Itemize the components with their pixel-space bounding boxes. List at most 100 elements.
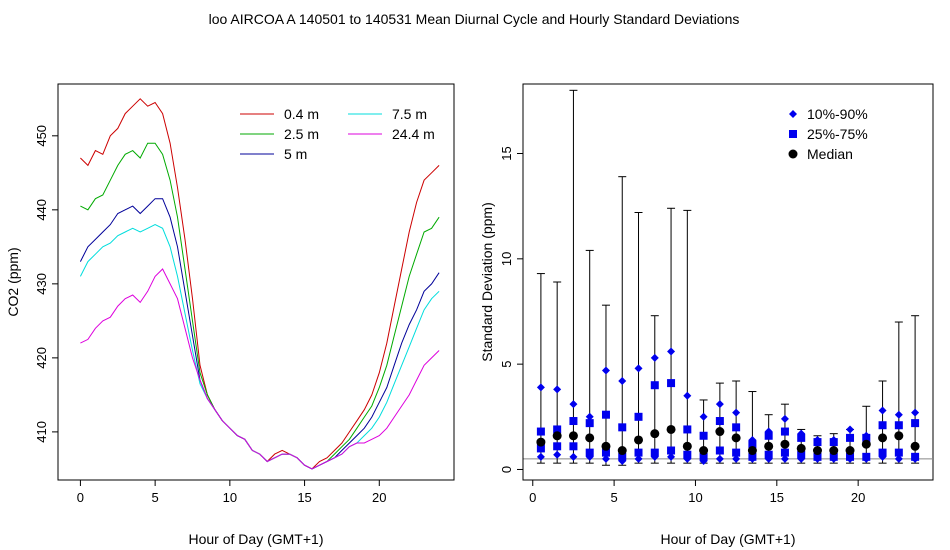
p90-point bbox=[536, 383, 545, 392]
median-point bbox=[878, 433, 888, 443]
right-x-tick-label: 10 bbox=[688, 490, 702, 505]
std-dev-panel: 0 5 10 15 20 0 5 10 15 Hour of Day (GMT+1) Stan… bbox=[479, 83, 934, 547]
co2-diurnal-panel: 0 5 10 15 20 410 420 430 440 450 Hour of Day (GM… bbox=[5, 83, 455, 547]
right-marks-group bbox=[536, 89, 920, 466]
legend-diamond-marker bbox=[789, 110, 797, 118]
p10-point bbox=[894, 454, 903, 463]
p25-point bbox=[780, 448, 789, 457]
p25-point bbox=[846, 452, 855, 461]
median-point bbox=[650, 429, 660, 439]
median-point bbox=[552, 431, 562, 441]
p75-point bbox=[715, 417, 724, 426]
p90-point bbox=[650, 353, 659, 362]
left-legend-label: 0.4 m bbox=[284, 106, 319, 122]
p75-point bbox=[536, 427, 545, 436]
p90-point bbox=[601, 366, 610, 375]
median-point bbox=[829, 446, 839, 456]
p90-point bbox=[911, 408, 920, 417]
median-point bbox=[585, 433, 595, 443]
p10-point bbox=[634, 454, 643, 463]
p25-point bbox=[715, 446, 724, 455]
median-point bbox=[682, 441, 692, 451]
left-x-tick-label: 20 bbox=[372, 490, 386, 505]
left-y-tick-label: 440 bbox=[34, 199, 49, 221]
p75-point bbox=[846, 433, 855, 442]
legend-square-marker bbox=[789, 130, 797, 138]
p75-point bbox=[764, 431, 773, 440]
left-x-axis: 0 5 10 15 20 bbox=[77, 479, 387, 505]
p90-point bbox=[585, 412, 594, 421]
p10-point bbox=[536, 452, 545, 461]
median-point bbox=[894, 431, 904, 441]
left-legend-label: 24.4 m bbox=[392, 126, 435, 142]
p25-point bbox=[829, 452, 838, 461]
median-point bbox=[715, 427, 725, 437]
p90-point bbox=[846, 425, 855, 434]
left-x-tick-label: 15 bbox=[297, 490, 311, 505]
median-point bbox=[780, 439, 790, 449]
p25-point bbox=[618, 452, 627, 461]
right-legend-label: 25%-75% bbox=[807, 126, 868, 142]
right-y-tick-label: 5 bbox=[499, 361, 514, 368]
right-legend-label: Median bbox=[807, 146, 853, 162]
p90-point bbox=[878, 406, 887, 415]
left-legend: 0.4 m 2.5 m 5 m 7.5 m 24.4 m bbox=[240, 106, 435, 162]
median-point bbox=[731, 433, 741, 443]
p75-point bbox=[748, 440, 757, 449]
p75-point bbox=[569, 417, 578, 426]
median-point bbox=[634, 435, 644, 445]
median-point bbox=[910, 441, 920, 451]
right-y-tick-label: 0 bbox=[499, 466, 514, 473]
p90-point bbox=[780, 414, 789, 423]
p25-point bbox=[650, 448, 659, 457]
median-point bbox=[747, 446, 757, 456]
right-x-axis: 0 5 10 15 20 bbox=[529, 479, 865, 505]
p75-point bbox=[585, 419, 594, 428]
p90-point bbox=[667, 347, 676, 356]
left-legend-label: 5 m bbox=[284, 146, 307, 162]
p75-point bbox=[829, 438, 838, 447]
p25-point bbox=[601, 448, 610, 457]
p75-point bbox=[618, 423, 627, 432]
p25-point bbox=[732, 448, 741, 457]
p10-point bbox=[780, 454, 789, 463]
p25-point bbox=[585, 448, 594, 457]
left-series-group bbox=[79, 98, 440, 470]
median-point bbox=[617, 446, 627, 456]
p10-point bbox=[553, 450, 562, 459]
p25-point bbox=[683, 450, 692, 459]
p75-point bbox=[878, 421, 887, 430]
right-legend-label: 10%-90% bbox=[807, 106, 868, 122]
p75-point bbox=[797, 433, 806, 442]
median-point bbox=[699, 446, 709, 456]
figure-title: loo AIRCOA A 140501 to 140531 Mean Diurn… bbox=[209, 11, 740, 27]
left-y-tick-label: 450 bbox=[34, 125, 49, 147]
p25-point bbox=[634, 448, 643, 457]
right-legend: 10%-90% 25%-75% Median bbox=[788, 106, 868, 162]
p90-point bbox=[699, 412, 708, 421]
p25-point bbox=[569, 442, 578, 451]
p90-point bbox=[634, 364, 643, 373]
right-x-tick-label: 15 bbox=[770, 490, 784, 505]
left-x-tick-label: 5 bbox=[152, 490, 159, 505]
p10-point bbox=[732, 454, 741, 463]
p25-point bbox=[667, 446, 676, 455]
right-y-axis: 0 5 10 15 bbox=[499, 146, 524, 473]
left-legend-label: 2.5 m bbox=[284, 126, 319, 142]
median-point bbox=[536, 437, 546, 447]
p25-point bbox=[813, 452, 822, 461]
left-y-axis-label: CO2 (ppm) bbox=[5, 247, 21, 316]
p90-point bbox=[569, 400, 578, 409]
median-point bbox=[861, 439, 871, 449]
right-y-axis-label: Standard Deviation (ppm) bbox=[479, 202, 495, 362]
series-line-24-4-m bbox=[80, 268, 440, 470]
p25-point bbox=[797, 450, 806, 459]
p25-point bbox=[536, 444, 545, 453]
median-point bbox=[601, 441, 611, 451]
p75-point bbox=[732, 423, 741, 432]
median-point bbox=[666, 424, 676, 434]
left-y-tick-label: 410 bbox=[34, 421, 49, 443]
p25-point bbox=[911, 452, 920, 461]
